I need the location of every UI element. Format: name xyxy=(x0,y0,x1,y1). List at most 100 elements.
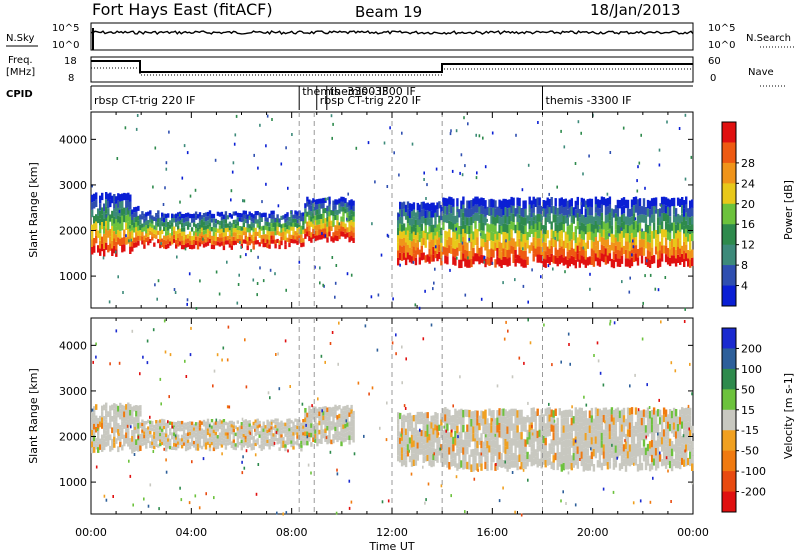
range-gate-cell xyxy=(482,418,485,427)
range-gate-cell xyxy=(155,217,158,222)
range-gate-cell xyxy=(318,234,321,240)
scatter-cell xyxy=(215,418,218,422)
scatter-cell xyxy=(91,184,93,188)
range-gate-cell xyxy=(512,238,515,247)
range-gate-cell xyxy=(270,429,273,433)
range-gate-cell xyxy=(426,436,429,443)
range-gate-cell xyxy=(93,215,96,224)
range-gate-cell xyxy=(608,220,612,229)
range-gate-cell xyxy=(348,421,351,427)
scatter-cell xyxy=(289,385,291,388)
range-gate-cell xyxy=(139,405,142,411)
range-gate-cell xyxy=(408,225,412,233)
range-gate-cell xyxy=(280,434,283,438)
range-gate-cell xyxy=(576,196,579,205)
scatter-cell xyxy=(691,392,693,396)
range-gate-cell xyxy=(685,429,688,437)
range-gate-cell xyxy=(270,419,273,423)
range-gate-cell xyxy=(668,453,672,461)
range-gate-cell xyxy=(324,424,327,429)
range-gate-cell xyxy=(342,419,345,425)
range-gate-cell xyxy=(608,453,612,462)
range-gate-cell xyxy=(206,422,210,426)
range-gate-cell xyxy=(462,212,465,221)
range-gate-cell xyxy=(530,415,533,423)
range-gate-cell xyxy=(592,250,596,259)
range-gate-cell xyxy=(676,222,680,231)
range-gate-cell xyxy=(248,437,251,441)
range-gate-cell xyxy=(113,201,116,209)
range-gate-cell xyxy=(448,245,451,254)
range-gate-cell xyxy=(173,435,176,440)
range-gate-cell xyxy=(258,420,261,425)
range-gate-cell xyxy=(236,234,239,239)
range-gate-cell xyxy=(161,418,164,423)
range-gate-cell xyxy=(600,245,604,254)
range-gate-cell xyxy=(169,442,172,446)
range-gate-cell xyxy=(444,421,447,429)
range-gate-cell xyxy=(234,425,237,429)
range-gate-cell xyxy=(490,207,493,216)
range-gate-cell xyxy=(123,192,126,201)
range-gate-cell xyxy=(504,207,507,216)
range-gate-cell xyxy=(654,205,658,214)
range-gate-cell xyxy=(192,235,196,240)
range-gate-cell xyxy=(254,442,257,447)
range-gate-cell xyxy=(131,209,134,215)
range-gate-cell xyxy=(99,248,102,256)
range-gate-cell xyxy=(540,246,543,255)
range-gate-cell xyxy=(308,215,311,221)
range-gate-cell xyxy=(165,235,168,241)
range-gate-cell xyxy=(298,429,301,434)
range-gate-cell xyxy=(175,422,178,426)
range-gate-cell xyxy=(99,421,102,428)
scatter-cell xyxy=(455,227,457,231)
range-gate-cell xyxy=(624,199,628,209)
range-gate-cell xyxy=(196,227,200,232)
range-gate-cell xyxy=(546,213,549,223)
scatter-cell xyxy=(639,499,642,503)
range-gate-cell xyxy=(232,232,235,237)
range-gate-cell xyxy=(564,447,567,455)
range-gate-cell xyxy=(554,438,557,446)
range-gate-cell xyxy=(506,224,509,234)
range-gate-cell xyxy=(244,239,247,244)
range-gate-cell xyxy=(302,422,305,426)
range-gate-cell xyxy=(169,438,172,443)
range-gate-cell xyxy=(304,208,307,214)
range-gate-cell xyxy=(422,438,425,445)
range-gate-cell xyxy=(568,431,571,440)
range-gate-cell xyxy=(548,256,551,266)
range-gate-cell xyxy=(544,225,547,235)
range-gate-cell xyxy=(109,236,112,244)
range-gate-cell xyxy=(542,443,545,451)
range-gate-cell xyxy=(434,436,437,443)
range-gate-cell xyxy=(292,214,295,219)
range-gate-cell xyxy=(691,425,694,434)
scatter-cell xyxy=(163,319,166,323)
range-gate-cell xyxy=(468,225,471,235)
range-gate-cell xyxy=(424,443,427,450)
scatter-cell xyxy=(168,395,170,399)
range-gate-cell xyxy=(262,238,265,243)
range-gate-cell xyxy=(145,431,148,435)
range-gate-cell xyxy=(262,435,265,439)
range-gate-cell xyxy=(350,413,353,419)
range-gate-cell xyxy=(428,211,431,219)
range-gate-cell xyxy=(194,447,198,451)
range-gate-cell xyxy=(691,207,694,217)
range-gate-cell xyxy=(532,212,535,221)
range-gate-cell xyxy=(308,209,311,216)
range-gate-cell xyxy=(630,407,634,415)
range-gate-cell xyxy=(460,259,463,268)
range-gate-cell xyxy=(514,249,517,259)
range-gate-cell xyxy=(558,206,561,215)
range-gate-cell xyxy=(222,214,226,219)
scatter-cell xyxy=(323,284,325,288)
range-gate-cell xyxy=(502,445,505,453)
range-gate-cell xyxy=(308,204,311,210)
range-gate-cell xyxy=(668,249,672,258)
scatter-cell xyxy=(491,131,494,135)
range-gate-cell xyxy=(340,432,343,437)
